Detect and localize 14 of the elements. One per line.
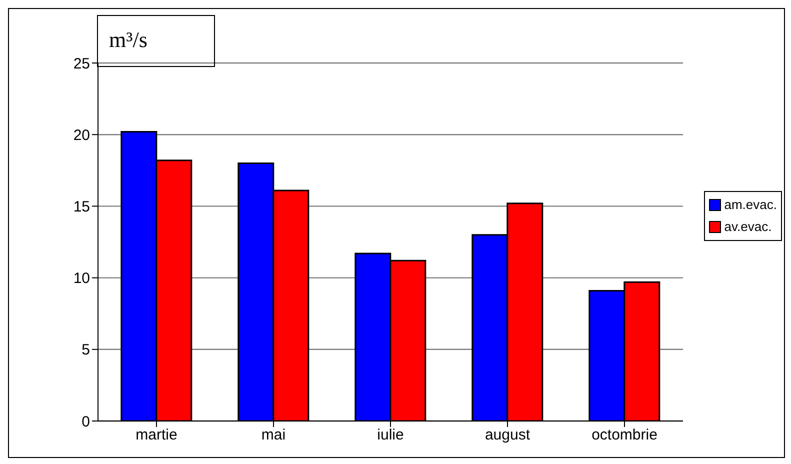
legend-label: av.evac. [724, 218, 772, 236]
x-tick-label: octombrie [592, 426, 658, 444]
y-axis-title: m³/s [109, 27, 148, 53]
y-tick-label: 0 [82, 413, 90, 430]
x-tick-label: martie [136, 426, 178, 444]
y-tick-label: 20 [73, 126, 90, 144]
y-tick-label: 5 [82, 342, 90, 359]
legend-label: am.evac. [724, 196, 777, 214]
y-tick-label: 10 [73, 270, 90, 288]
x-tick-label: august [484, 426, 531, 444]
x-tick-label: mai [261, 426, 286, 444]
y-tick-label: 15 [73, 198, 90, 216]
y-tick-label: 25 [73, 55, 90, 72]
x-tick-label: iulie [377, 426, 404, 444]
